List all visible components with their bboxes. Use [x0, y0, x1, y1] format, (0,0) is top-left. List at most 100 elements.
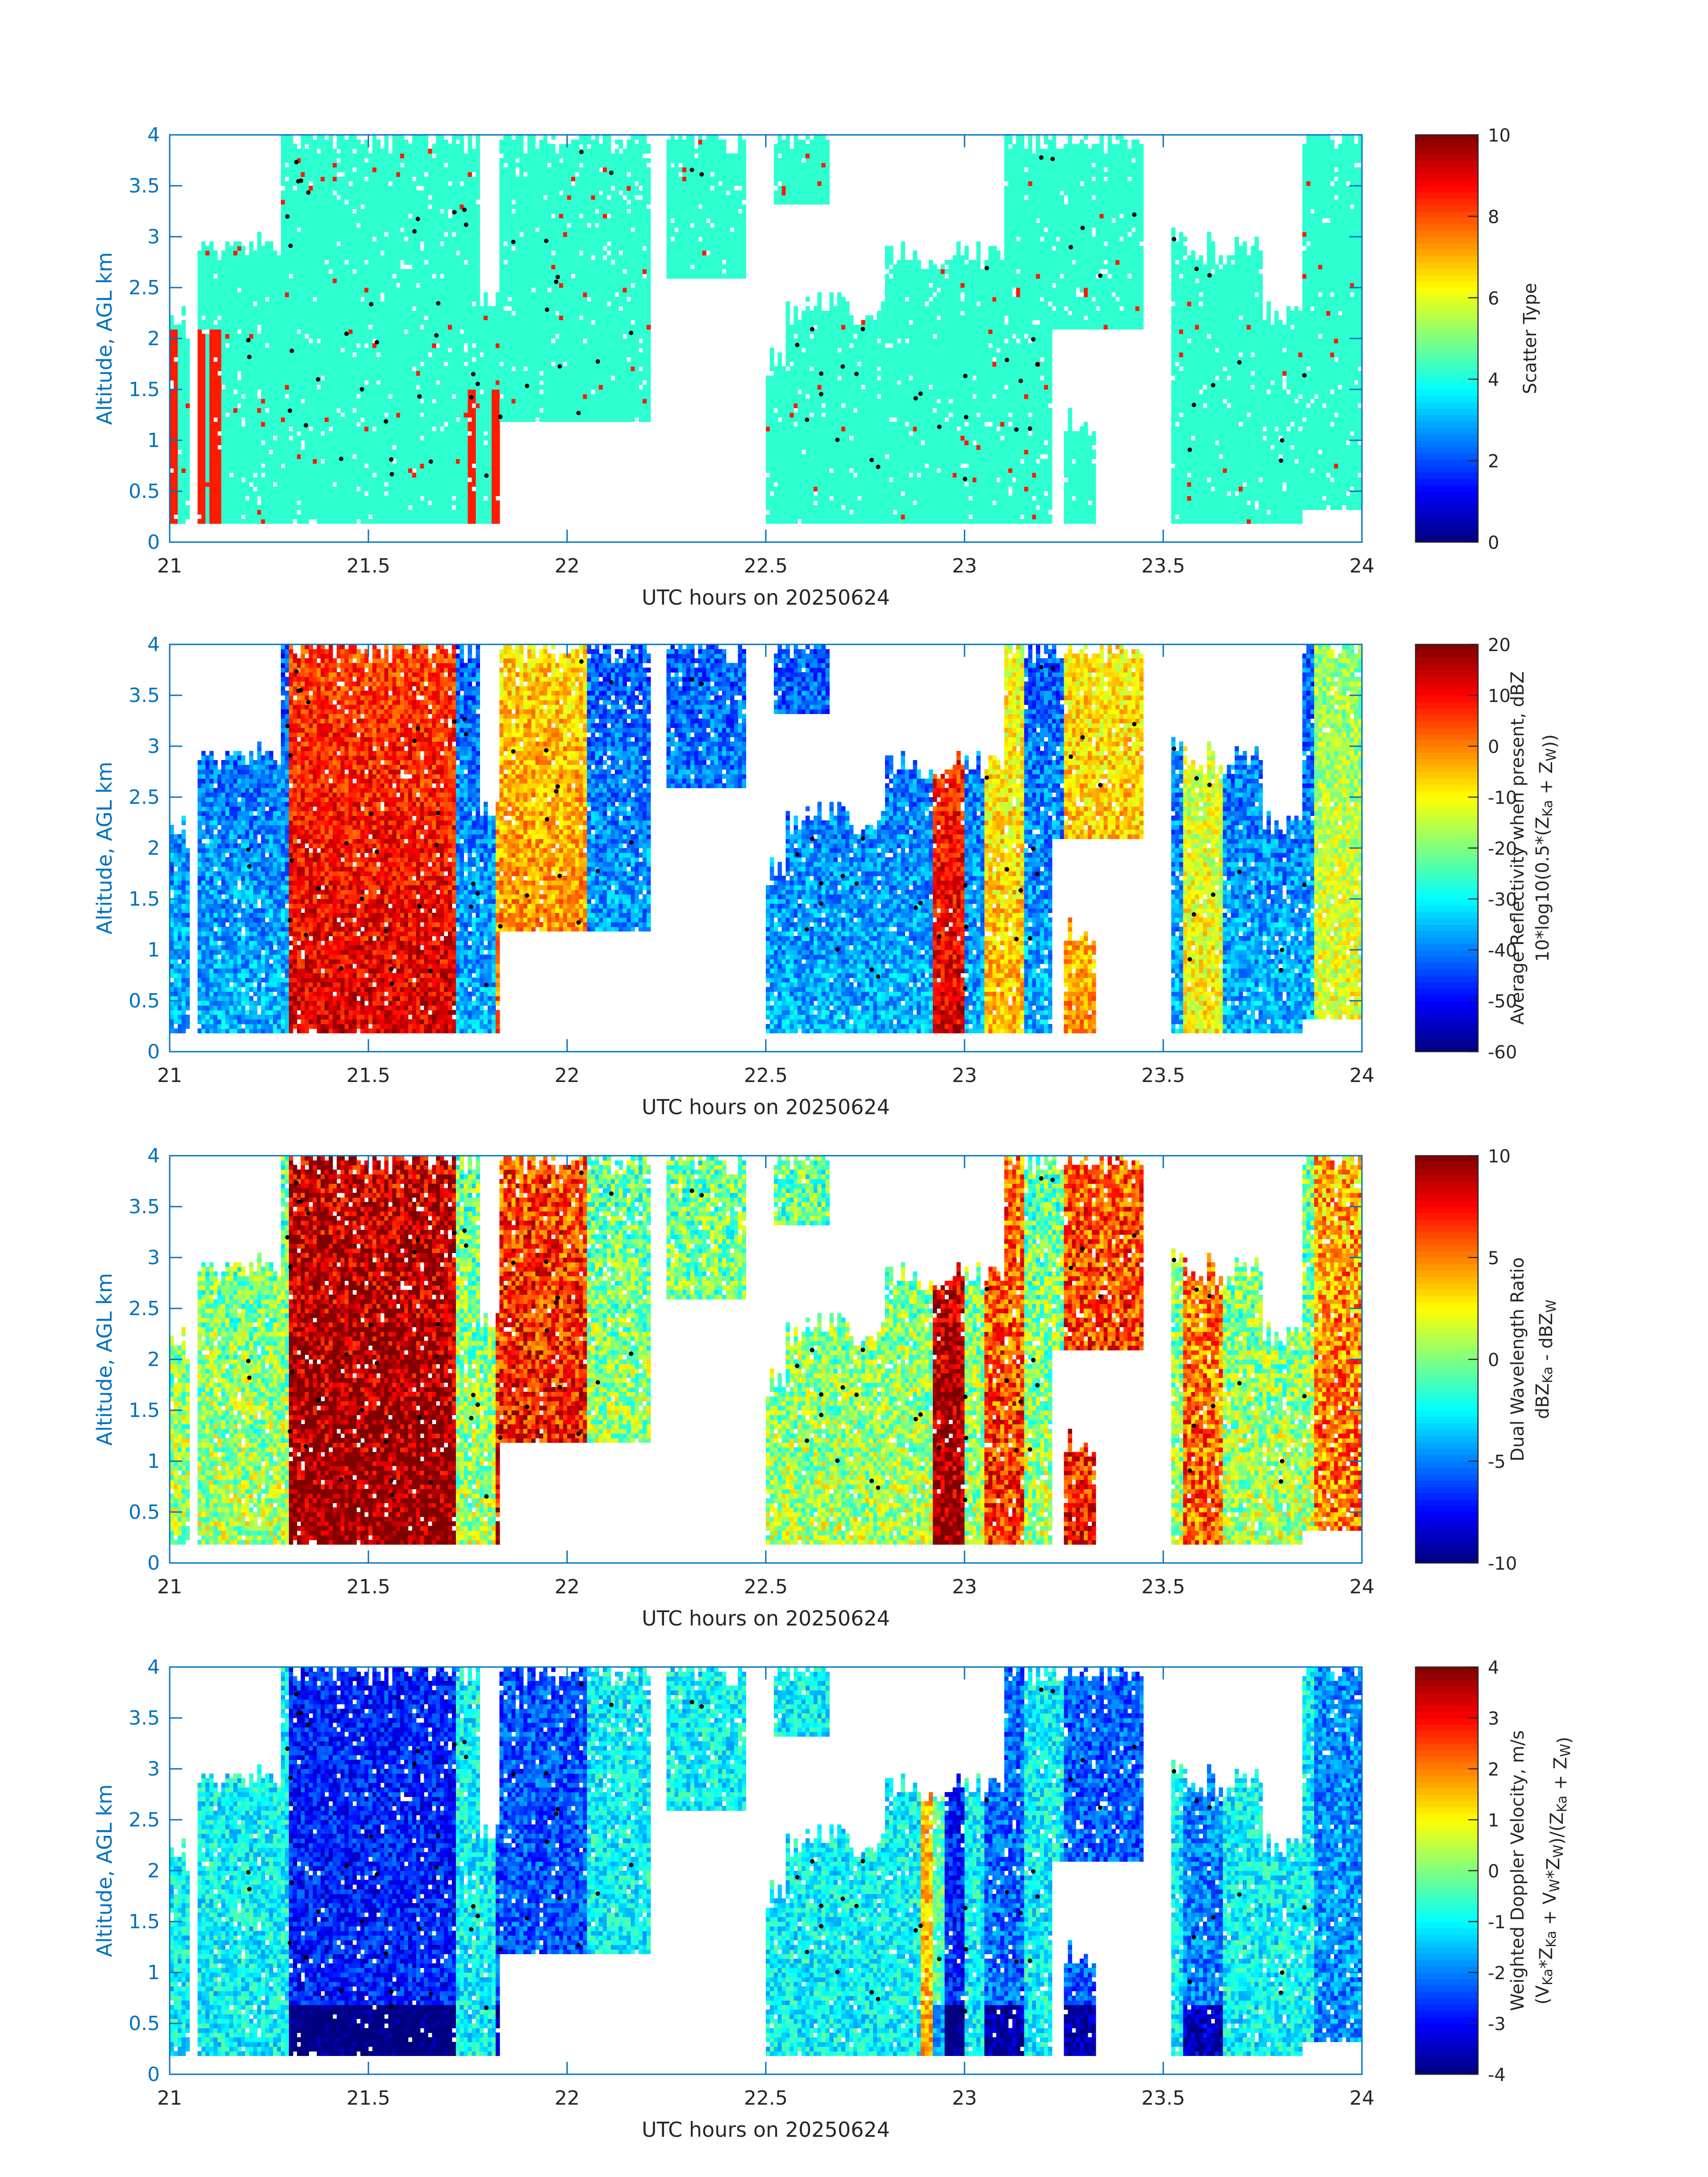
- heatmap-cell: [313, 288, 317, 292]
- heatmap-cell: [281, 501, 285, 506]
- heatmap-cell: [209, 445, 214, 450]
- heatmap-cell: [213, 301, 218, 306]
- heatmap-cell: [285, 255, 289, 260]
- heatmap-cell: [305, 209, 309, 214]
- heatmap-cell: [261, 274, 266, 279]
- heatmap-cell: [305, 440, 309, 445]
- heatmap-cell: [217, 408, 222, 413]
- heatmap-cell: [213, 408, 218, 413]
- heatmap-cell: [226, 422, 230, 427]
- heatmap-cell: [281, 399, 285, 404]
- heatmap-cell: [313, 227, 317, 232]
- heatmap-cell: [325, 301, 329, 306]
- heatmap-cell: [261, 264, 266, 269]
- heatmap-cell: [201, 426, 206, 431]
- heatmap-cell: [297, 264, 301, 269]
- heatmap-cell: [297, 394, 301, 399]
- heatmap-cell: [178, 413, 182, 418]
- heatmap-cell: [241, 505, 246, 510]
- heatmap-cell: [197, 348, 202, 353]
- heatmap-cell: [221, 264, 226, 269]
- heatmap-cell: [174, 445, 178, 450]
- heatmap-cell: [289, 237, 293, 242]
- heatmap-cell: [261, 343, 266, 348]
- heatmap-cell: [325, 237, 329, 242]
- heatmap-cell: [265, 468, 270, 473]
- heatmap-cell: [313, 223, 317, 228]
- heatmap-cell: [241, 320, 246, 325]
- heatmap-cell: [313, 413, 317, 418]
- heatmap-cell: [305, 464, 309, 468]
- heatmap-cell: [221, 473, 226, 478]
- heatmap-cell: [309, 413, 313, 418]
- heatmap-cell: [325, 422, 329, 427]
- heatmap-cell: [245, 459, 250, 464]
- heatmap-cell: [325, 278, 329, 283]
- heatmap-cell: [325, 491, 329, 496]
- heatmap-cell: [197, 274, 202, 279]
- heatmap-cell: [305, 343, 309, 348]
- heatmap-cell: [233, 501, 238, 506]
- heatmap-cell: [186, 454, 190, 459]
- heatmap-cell: [257, 357, 262, 362]
- heatmap-cell: [217, 334, 222, 339]
- heatmap-cell: [309, 255, 313, 260]
- heatmap-cell: [281, 329, 285, 334]
- heatmap-cell: [245, 343, 250, 348]
- heatmap-cell: [217, 380, 222, 385]
- heatmap-cell: [213, 325, 218, 330]
- heatmap-cell: [241, 431, 246, 436]
- heatmap-cell: [197, 264, 202, 269]
- heatmap-cell: [182, 334, 186, 339]
- heatmap-cell: [253, 366, 258, 371]
- heatmap-cell: [273, 422, 277, 427]
- heatmap-cell: [321, 496, 325, 501]
- heatmap-cell: [241, 436, 246, 441]
- heatmap-cell: [289, 366, 293, 371]
- heatmap-cell: [305, 218, 309, 223]
- heatmap-cell: [174, 325, 178, 330]
- heatmap-cell: [197, 445, 202, 450]
- heatmap-cell: [289, 135, 293, 140]
- heatmap-cell: [213, 413, 218, 418]
- heatmap-cell: [209, 385, 214, 390]
- heatmap-cell: [237, 482, 242, 487]
- heatmap-cell: [261, 505, 266, 510]
- heatmap-cell: [309, 163, 313, 167]
- heatmap-cell: [317, 195, 321, 200]
- heatmap-cell: [305, 139, 309, 144]
- heatmap-cell: [178, 477, 182, 482]
- heatmap-cell: [305, 357, 309, 362]
- heatmap-cell: [281, 348, 285, 353]
- heatmap-cell: [285, 413, 289, 418]
- heatmap-cell: [305, 195, 309, 200]
- heatmap-cell: [230, 514, 234, 519]
- heatmap-cell: [186, 459, 190, 464]
- heatmap-cell: [241, 491, 246, 496]
- heatmap-cell: [174, 473, 178, 478]
- heatmap-cell: [273, 519, 277, 524]
- heatmap-cell: [269, 501, 274, 506]
- heatmap-cell: [313, 190, 317, 195]
- heatmap-cell: [205, 408, 210, 413]
- heatmap-cell: [178, 366, 182, 371]
- heatmap-cell: [182, 371, 186, 376]
- heatmap-cell: [281, 144, 285, 149]
- heatmap-cell: [226, 431, 230, 436]
- heatmap-cell: [297, 306, 301, 311]
- heatmap-cell: [233, 246, 238, 251]
- heatmap-cell: [269, 519, 274, 524]
- heatmap-cell: [221, 454, 226, 459]
- heatmap-cell: [230, 255, 234, 260]
- heatmap-cell: [237, 338, 242, 343]
- heatmap-cell: [245, 399, 250, 404]
- heatmap-cell: [321, 213, 325, 218]
- heatmap-cell: [221, 450, 226, 455]
- heatmap-cell: [325, 389, 329, 394]
- heatmap-cell: [226, 464, 230, 468]
- heatmap-cell: [321, 399, 325, 404]
- heatmap-cell: [226, 399, 230, 404]
- heatmap-cell: [197, 338, 202, 343]
- heatmap-cell: [213, 376, 218, 380]
- heatmap-cell: [321, 176, 325, 181]
